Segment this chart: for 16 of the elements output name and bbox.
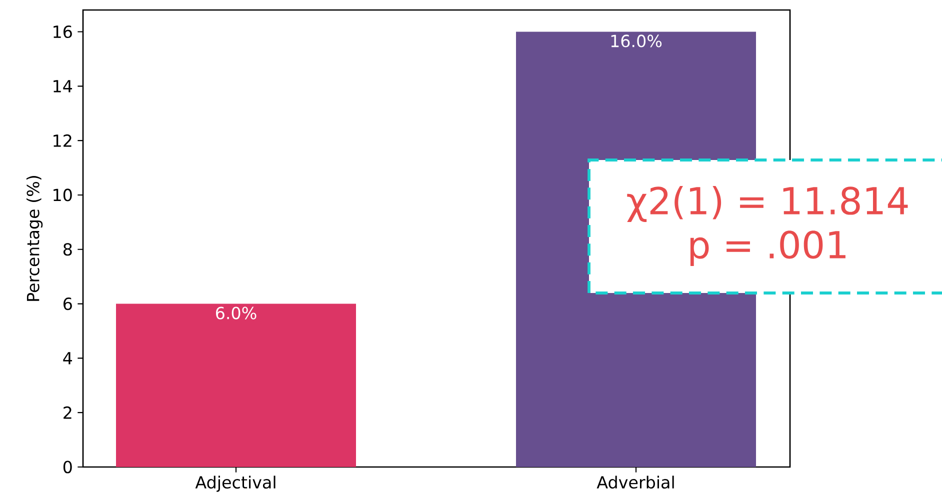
y-tick-label: 2 (64, 406, 72, 419)
annotation: p = .001 (690, 230, 846, 266)
x-tick-label: Adjectival (195, 476, 276, 492)
y-tick-label: 6 (64, 297, 72, 310)
y-tick-label: 12 (54, 134, 72, 147)
y-tick-label: 8 (63, 243, 72, 256)
annotation: χ2(1) = 11.814 (627, 186, 908, 222)
data-label: 16.0% (611, 34, 662, 48)
y-tick-label: 4 (63, 352, 72, 364)
y-tick-label: 16 (54, 25, 72, 38)
y-tick-label: 10 (54, 188, 72, 202)
y-axis-title: Percentage (%) (26, 176, 43, 301)
x-tick-label: Adverbial (596, 476, 674, 489)
data-label: 6.0% (216, 306, 256, 320)
y-tick-label: 14 (54, 80, 72, 92)
y-tick-label: 0 (63, 460, 72, 474)
